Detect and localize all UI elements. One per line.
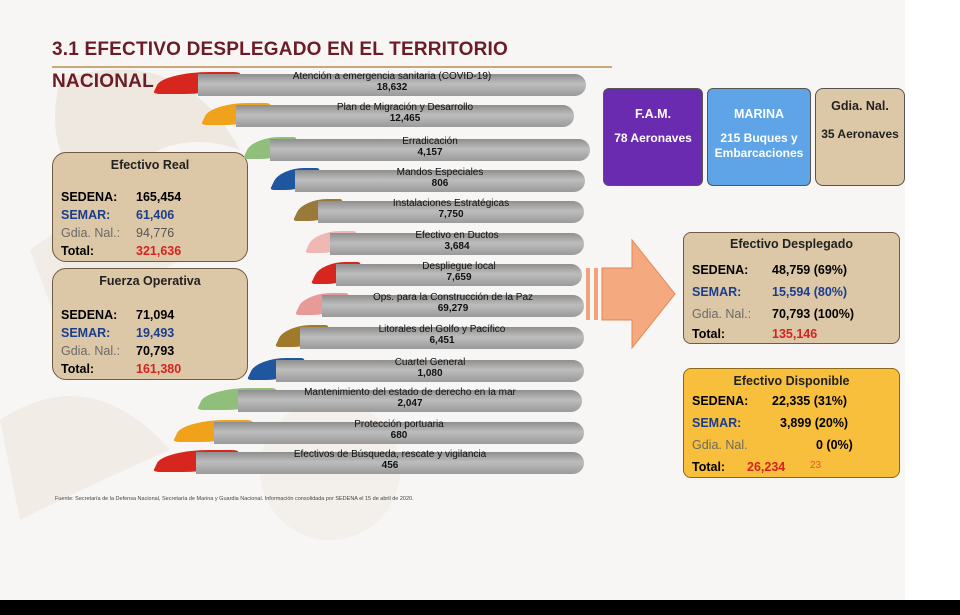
op-name: Atención a emergencia sanitaria (COVID-1… [292, 71, 492, 82]
op-bar: Plan de Migración y Desarrollo 12,465 [236, 102, 574, 127]
value-semar: 19,493 [136, 326, 175, 340]
op-value: 3,684 [444, 241, 470, 252]
op-name: Cuartel General [394, 357, 466, 368]
op-value: 1,080 [417, 368, 443, 379]
label-gdia: Gdia. Nal.: [692, 307, 752, 321]
value-total: 26,234 [747, 460, 786, 474]
marina-body: 215 Buques y Embarcaciones [714, 131, 804, 160]
value-sedena: 48,759 (69%) [772, 263, 848, 277]
op-value: 680 [390, 430, 408, 441]
source-footer: Fuente: Secretaría de la Defensa Naciona… [55, 496, 414, 502]
op-bar: Mandos Especiales 806 [295, 167, 585, 192]
label-semar: SEMAR: [692, 416, 742, 430]
label-sedena: SEDENA: [692, 394, 749, 408]
label-semar: SEMAR: [61, 326, 111, 340]
value-gdia: 70,793 [136, 344, 175, 358]
op-name: Litorales del Golfo y Pacífico [378, 324, 506, 335]
label-sedena: SEDENA: [61, 308, 118, 322]
op-bar: Despliegue local 7,659 [336, 261, 582, 286]
efectivo-disponible-heading: Efectivo Disponible [733, 374, 850, 388]
value-sedena: 165,454 [136, 190, 182, 204]
op-bar: Litorales del Golfo y Pacífico 6,451 [300, 324, 584, 349]
op-value: 4,157 [417, 147, 443, 158]
op-name: Efectivo en Ductos [415, 230, 499, 241]
marina-box: MARINA 215 Buques y Embarcaciones [707, 88, 811, 186]
efectivo-desplegado-heading: Efectivo Desplegado [730, 237, 853, 251]
efectivo-desplegado-box: Efectivo Desplegado SEDENA: 48,759 (69%) … [683, 232, 900, 344]
efectivo-disponible-box: Efectivo Disponible SEDENA: 22,335 (31%) … [683, 368, 900, 478]
op-name: Instalaciones Estratégicas [392, 198, 510, 209]
op-bar: Efectivos de Búsqueda, rescate y vigilan… [196, 449, 584, 474]
value-semar: 15,594 (80%) [772, 285, 848, 299]
op-name: Ops. para la Construcción de la Paz [372, 292, 534, 303]
fam-heading: F.A.M. [634, 107, 672, 121]
label-sedena: SEDENA: [692, 263, 749, 277]
value-sedena: 71,094 [136, 308, 175, 322]
gdia-nal-heading: Gdia. Nal. [831, 99, 889, 113]
extra-value: 23 [810, 460, 822, 471]
bottom-bar [0, 600, 960, 615]
label-total: Total: [61, 362, 95, 376]
op-value: 12,465 [389, 113, 421, 124]
value-total: 161,380 [136, 362, 182, 376]
slide: 3.1 EFECTIVO DESPLEGADO EN EL TERRITORIO… [0, 0, 960, 600]
side-margin [905, 0, 960, 600]
op-bar: Cuartel General 1,080 [276, 357, 584, 382]
label-total: Total: [692, 327, 726, 341]
op-name: Mandos Especiales [396, 167, 484, 178]
value-gdia: 94,776 [136, 226, 175, 240]
op-name: Plan de Migración y Desarrollo [336, 102, 474, 113]
fuerza-operativa-heading: Fuerza Operativa [99, 274, 201, 288]
op-bar: Ops. para la Construcción de la Paz 69,27… [322, 292, 584, 317]
op-bar: Erradicación 4,157 [270, 136, 590, 161]
op-name: Efectivos de Búsqueda, rescate y vigilan… [293, 449, 487, 460]
op-name: Despliegue local [422, 261, 496, 272]
op-value: 6,451 [429, 335, 455, 346]
value-semar: 61,406 [136, 208, 175, 222]
op-value: 18,632 [376, 82, 408, 93]
gdia-nal-box: Gdia. Nal. 35 Aeronaves [815, 88, 905, 186]
op-name: Mantenimiento del estado de derecho en l… [304, 387, 516, 398]
efectivo-real-box: Efectivo Real SEDENA: 165,454 SEMAR: 61,40… [52, 152, 248, 262]
efectivo-real-heading: Efectivo Real [110, 158, 190, 172]
value-gdia: 70,793 (100%) [772, 307, 855, 321]
label-gdia: Gdia. Nal. [692, 438, 748, 452]
label-total: Total: [692, 460, 726, 474]
op-bar: Instalaciones Estratégicas 7,750 [318, 198, 584, 223]
value-semar: 3,899 (20%) [780, 416, 849, 430]
op-value: 7,750 [438, 209, 464, 220]
op-bar: Atención a emergencia sanitaria (COVID-1… [198, 71, 586, 96]
label-total: Total: [61, 244, 95, 258]
label-semar: SEMAR: [692, 285, 742, 299]
label-sedena: SEDENA: [61, 190, 118, 204]
op-name: Protección portuaria [354, 419, 444, 430]
op-name: Erradicación [402, 136, 458, 147]
op-bar: Protección portuaria 680 [214, 419, 584, 444]
gdia-nal-body: 35 Aeronaves [821, 127, 899, 141]
fam-box: F.A.M. 78 Aeronaves [603, 88, 703, 186]
value-total: 135,146 [772, 327, 818, 341]
label-semar: SEMAR: [61, 208, 111, 222]
op-bar: Efectivo en Ductos 3,684 [330, 230, 584, 255]
arrow-right-icon [586, 238, 676, 350]
value-sedena: 22,335 (31%) [772, 394, 848, 408]
label-gdia: Gdia. Nal.: [61, 344, 121, 358]
op-value: 806 [431, 178, 449, 189]
op-value: 69,279 [437, 303, 469, 314]
op-value: 2,047 [397, 398, 423, 409]
value-gdia: 0 (0%) [816, 438, 853, 452]
op-bar: Mantenimiento del estado de derecho en l… [238, 387, 582, 412]
fuerza-operativa-box: Fuerza Operativa SEDENA: 71,094 SEMAR: 19,… [52, 268, 248, 380]
marina-heading: MARINA [734, 107, 784, 121]
op-value: 456 [381, 460, 399, 471]
op-value: 7,659 [446, 272, 472, 283]
value-total: 321,636 [136, 244, 182, 258]
page-title: 3.1 EFECTIVO DESPLEGADO EN EL TERRITORIO… [52, 34, 612, 92]
label-gdia: Gdia. Nal.: [61, 226, 121, 240]
fam-body: 78 Aeronaves [614, 131, 692, 145]
